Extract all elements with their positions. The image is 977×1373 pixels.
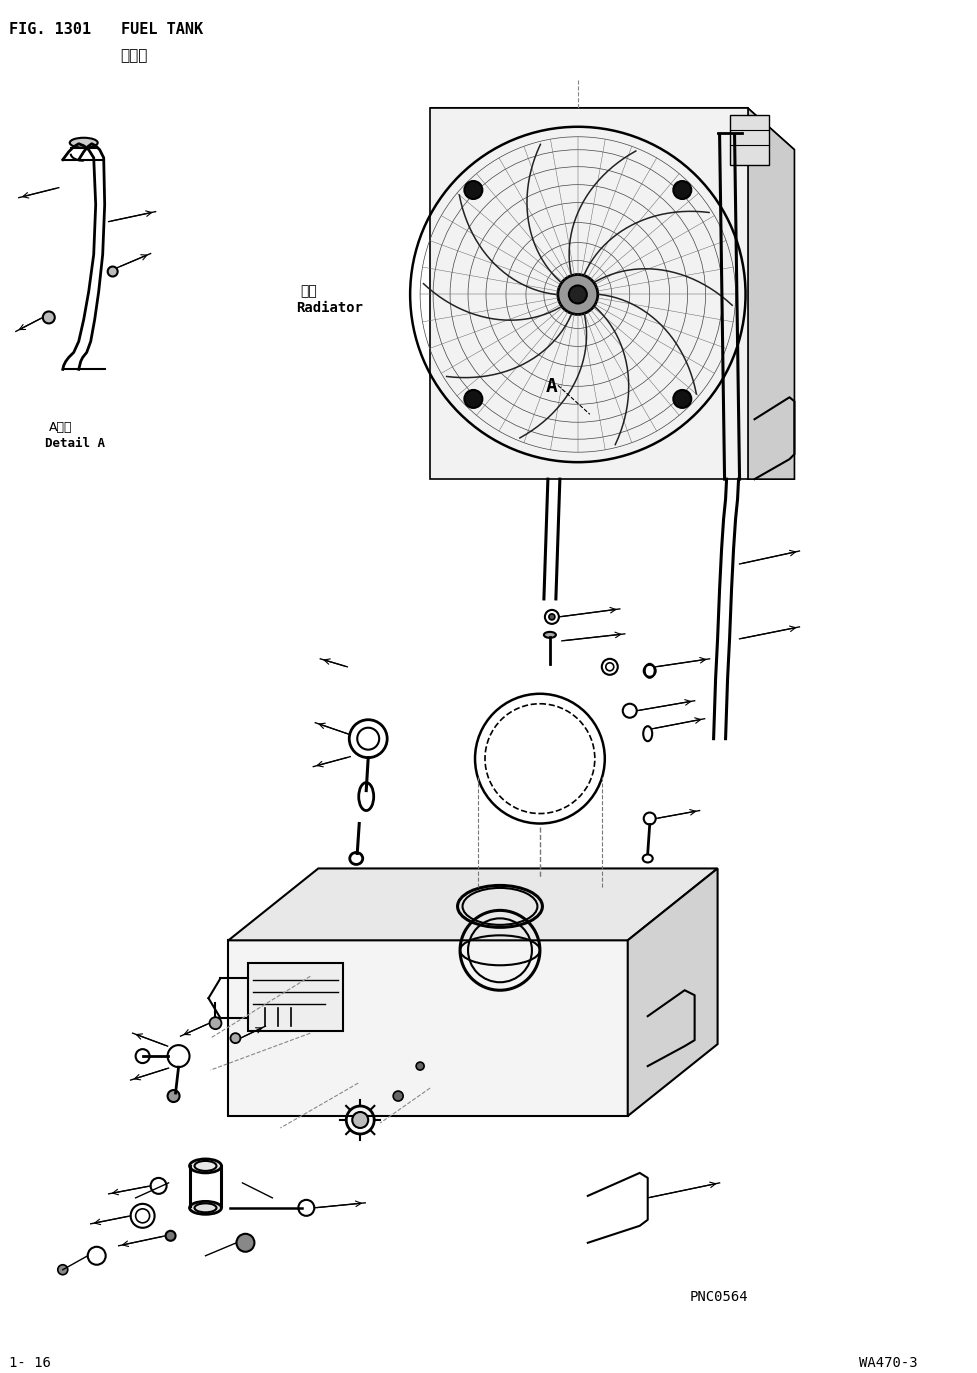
Circle shape xyxy=(673,390,692,408)
Circle shape xyxy=(416,1063,424,1070)
Circle shape xyxy=(236,1234,254,1252)
Text: 水筱: 水筱 xyxy=(300,284,318,298)
Circle shape xyxy=(549,614,555,619)
Circle shape xyxy=(231,1032,240,1043)
Polygon shape xyxy=(628,869,717,1116)
Circle shape xyxy=(168,1090,180,1103)
Text: FUEL TANK: FUEL TANK xyxy=(120,22,203,37)
Bar xyxy=(248,964,343,1031)
Polygon shape xyxy=(430,108,794,150)
Circle shape xyxy=(165,1230,176,1241)
Circle shape xyxy=(673,181,692,199)
Circle shape xyxy=(464,181,483,199)
Text: PNC0564: PNC0564 xyxy=(690,1289,748,1304)
Ellipse shape xyxy=(544,632,556,638)
Ellipse shape xyxy=(190,1159,222,1173)
Circle shape xyxy=(107,266,117,276)
Circle shape xyxy=(58,1265,67,1274)
Text: 1- 16: 1- 16 xyxy=(9,1355,51,1370)
Text: Radiator: Radiator xyxy=(296,302,363,316)
Polygon shape xyxy=(229,869,717,941)
Circle shape xyxy=(569,286,587,303)
Circle shape xyxy=(393,1092,404,1101)
Bar xyxy=(730,115,770,165)
Circle shape xyxy=(209,1017,222,1030)
Text: WA470-3: WA470-3 xyxy=(860,1355,918,1370)
Circle shape xyxy=(464,390,483,408)
Text: FIG. 1301: FIG. 1301 xyxy=(9,22,91,37)
Text: A: A xyxy=(546,378,558,397)
Polygon shape xyxy=(229,941,628,1116)
Text: A详组: A详组 xyxy=(49,422,72,434)
Polygon shape xyxy=(747,108,794,479)
Circle shape xyxy=(558,275,598,314)
Ellipse shape xyxy=(69,137,98,148)
Text: Detail A: Detail A xyxy=(45,437,105,450)
Circle shape xyxy=(353,1112,368,1129)
Circle shape xyxy=(43,312,55,324)
Polygon shape xyxy=(430,108,747,479)
Ellipse shape xyxy=(190,1201,222,1214)
Text: 燃油筱: 燃油筱 xyxy=(120,48,149,63)
